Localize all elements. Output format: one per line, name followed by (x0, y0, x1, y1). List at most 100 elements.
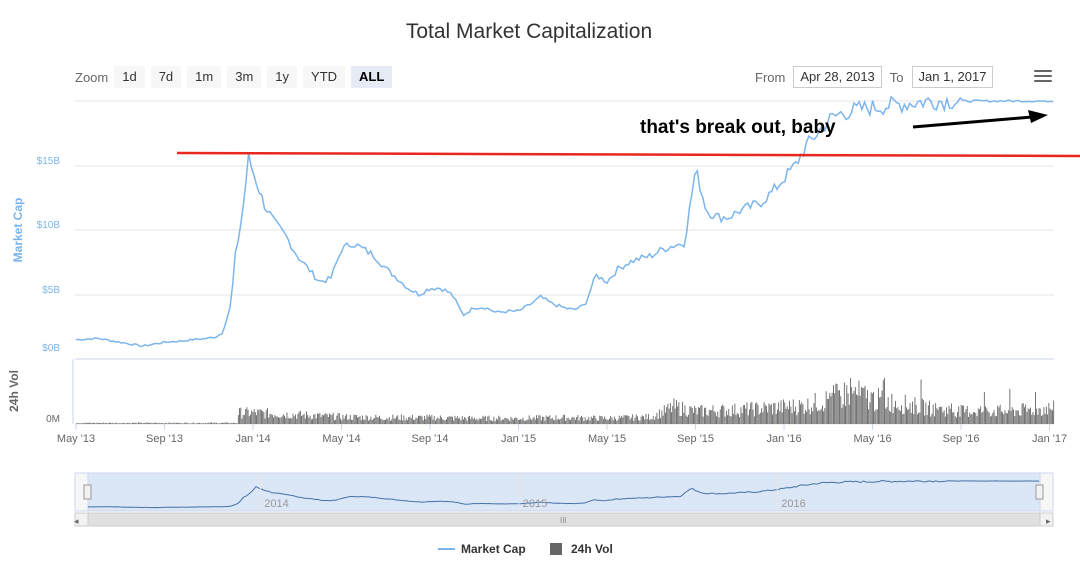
volume-bar (403, 415, 405, 424)
navigator-mask[interactable] (87, 472, 1041, 512)
volume-bar (135, 422, 137, 424)
volume-bar (376, 417, 378, 424)
volume-bar (880, 396, 882, 424)
volume-bar (279, 417, 281, 424)
volume-bar (862, 388, 864, 424)
volume-bar (740, 407, 742, 424)
volume-bar (522, 417, 524, 424)
navigator-left-handle[interactable] (83, 484, 92, 500)
volume-bar (864, 385, 866, 424)
volume-bar (132, 422, 133, 424)
volume-bar (974, 412, 975, 424)
volume-bar (828, 399, 829, 424)
volume-bar (473, 417, 475, 424)
y-tick-label: $10B (37, 220, 61, 231)
volume-bar (570, 420, 571, 424)
volume-bar (899, 411, 901, 424)
volume-bar (285, 418, 287, 424)
volume-bar (582, 417, 584, 424)
volume-bar (875, 409, 877, 424)
volume-bar (707, 415, 709, 424)
volume-bar (996, 416, 997, 424)
volume-bar (819, 410, 821, 424)
zoom-7d-button[interactable]: 7d (150, 66, 182, 88)
volume-bar (467, 416, 469, 424)
volume-bar (144, 423, 146, 424)
volume-bar (738, 414, 739, 424)
volume-bar (851, 387, 853, 424)
volume-bar (554, 420, 556, 424)
volume-bar (512, 419, 514, 424)
volume-bar (335, 419, 337, 424)
scroll-left-arrow-icon[interactable]: ◂ (74, 516, 79, 526)
volume-bar (498, 415, 500, 424)
volume-bar (534, 419, 536, 424)
x-tick-label: May '14 (322, 433, 360, 445)
volume-bar (130, 423, 132, 424)
scrollbar-thumb[interactable] (87, 512, 1041, 527)
zoom-3m-button[interactable]: 3m (227, 66, 262, 88)
volume-bar (929, 400, 930, 424)
volume-bar (895, 400, 896, 424)
volume-bar (697, 407, 699, 424)
volume-bar (515, 417, 517, 424)
volume-bar (405, 418, 407, 424)
volume-bar (447, 417, 449, 424)
legend-volume-label[interactable]: 24h Vol (571, 542, 613, 556)
scrollbar-grip-icon[interactable]: III (560, 516, 567, 525)
volume-bar (836, 384, 838, 424)
volume-bar (848, 404, 850, 424)
legend-volume-swatch[interactable] (550, 543, 562, 555)
x-tick-label: May '15 (588, 433, 626, 445)
volume-bar (369, 419, 371, 424)
volume-bar (809, 414, 811, 424)
volume-bar (521, 419, 523, 424)
volume-bar (800, 404, 801, 424)
volume-bar (932, 404, 934, 424)
volume-bar (332, 412, 334, 424)
to-date-input[interactable]: Jan 1, 2017 (911, 66, 994, 88)
from-label: From (755, 69, 786, 85)
volume-bar (731, 405, 733, 424)
scroll-right-arrow-icon[interactable]: ▸ (1046, 516, 1051, 526)
volume-bar (842, 404, 844, 424)
volume-bar (192, 422, 194, 424)
volume-bar (486, 421, 487, 424)
zoom-1y-button[interactable]: 1y (267, 66, 298, 88)
zoom-1m-button[interactable]: 1m (187, 66, 222, 88)
volume-bar (506, 418, 508, 424)
volume-bar (270, 414, 272, 424)
volume-bar (651, 419, 653, 424)
volume-bar (988, 412, 990, 424)
zoom-ytd-button[interactable]: YTD (303, 66, 346, 88)
volume-bar (319, 412, 321, 424)
volume-bar (1043, 407, 1045, 424)
volume-bar (960, 404, 962, 424)
volume-bar (533, 416, 535, 424)
zoom-all-button[interactable]: ALL (351, 66, 393, 88)
volume-bar (993, 410, 995, 424)
volume-bar (823, 411, 825, 424)
volume-bar (871, 393, 873, 424)
volume-bar (1038, 407, 1040, 424)
volume-bar (976, 416, 978, 424)
zoom-1d-button[interactable]: 1d (114, 66, 145, 88)
hamburger-menu-icon[interactable] (1034, 70, 1052, 84)
volume-bar (556, 419, 558, 424)
navigator-right-handle[interactable] (1035, 484, 1044, 500)
volume-bar (710, 410, 711, 424)
volume-bar (179, 422, 181, 424)
volume-bar (896, 408, 898, 424)
volume-bar (424, 416, 425, 424)
volume-bar (262, 411, 264, 424)
volume-bar (571, 417, 573, 424)
volume-bar (1015, 410, 1017, 424)
volume-bar (532, 418, 534, 424)
volume-bar (343, 418, 345, 424)
from-date-input[interactable]: Apr 28, 2013 (793, 66, 882, 88)
volume-bar (632, 414, 634, 424)
volume-bar (528, 415, 530, 424)
volume-bar (453, 420, 455, 424)
volume-bar (612, 420, 614, 424)
legend-market-cap-label[interactable]: Market Cap (461, 542, 526, 556)
